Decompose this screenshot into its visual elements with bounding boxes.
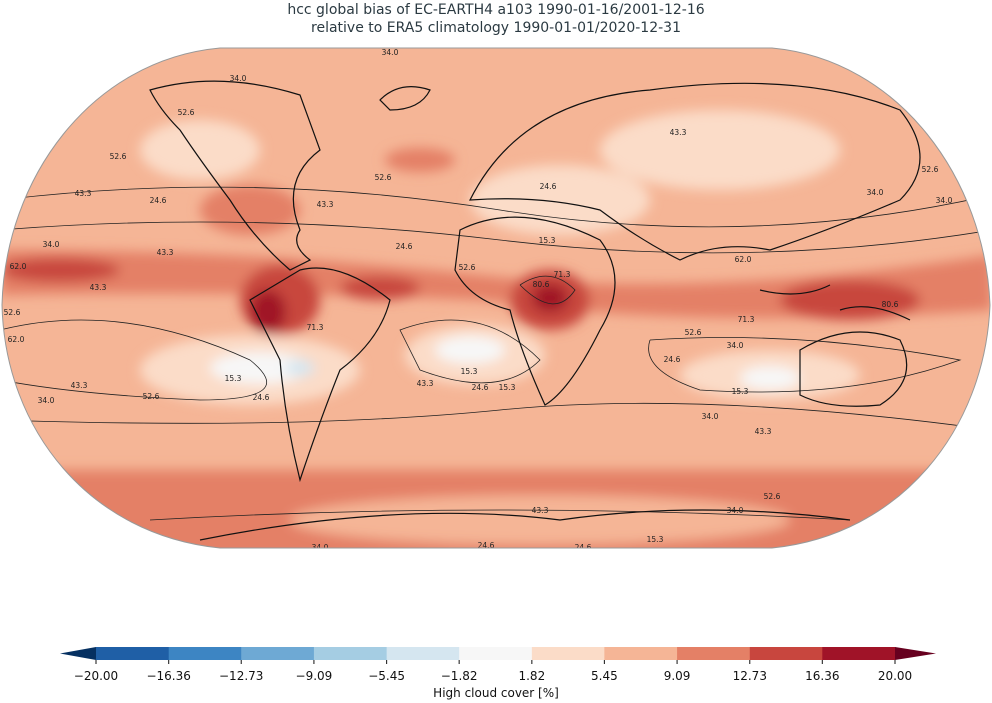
contour-label: 24.6 <box>150 196 167 205</box>
bias-field <box>2 110 990 548</box>
contour-label: 24.6 <box>540 182 557 191</box>
coastlines <box>149 80 921 541</box>
contour-label: 80.6 <box>533 280 550 289</box>
colorbar: −20.00 −16.36 −12.73 −9.09 −5.45 −1.82 1.82 5.4… <box>60 647 936 683</box>
colorbar-tick-label: 5.45 <box>591 669 618 683</box>
colorbar-extend-high <box>895 647 936 660</box>
contour-label: 15.3 <box>647 535 664 544</box>
colorbar-bin <box>168 647 242 660</box>
colorbar-tick-label: 20.00 <box>878 669 912 683</box>
contour-label: 52.6 <box>685 328 702 337</box>
contour-label: 15.3 <box>732 387 749 396</box>
colorbar-bin <box>313 647 388 660</box>
colorbar-tick-label: −12.73 <box>219 669 263 683</box>
contour-label: 62.0 <box>735 255 752 264</box>
contour-label: 43.3 <box>532 506 549 515</box>
contour-label: 43.3 <box>157 248 174 257</box>
colorbar-tick-label: 16.36 <box>805 669 839 683</box>
contour-label: 52.6 <box>4 308 21 317</box>
colorbar-bin <box>386 647 460 660</box>
contour-label: 43.3 <box>417 379 434 388</box>
contour-label: 52.6 <box>922 165 939 174</box>
colorbar-label: High cloud cover [%] <box>433 686 559 700</box>
contour-label: 80.6 <box>882 300 899 309</box>
contour-label: 34.0 <box>702 412 719 421</box>
contours <box>2 186 990 521</box>
colorbar-bin <box>822 647 896 660</box>
contour-label: 24.6 <box>253 393 270 402</box>
title-line: hcc global bias of EC-EARTH4 a103 1990-0… <box>287 2 704 18</box>
contour-label: 15.3 <box>225 374 242 383</box>
contour-label: 34.0 <box>867 188 884 197</box>
map-frame <box>1 47 991 549</box>
contour-label: 34.0 <box>38 396 55 405</box>
colorbar-bin <box>241 647 315 660</box>
contour-label: 43.3 <box>71 381 88 390</box>
contour-label: 15.3 <box>499 383 516 392</box>
contour-label: 15.3 <box>461 367 478 376</box>
colorbar-bin <box>96 647 170 660</box>
contour-label: 34.0 <box>230 74 247 83</box>
contour-label: 43.3 <box>90 283 107 292</box>
colorbar-tick-label: 1.82 <box>518 669 545 683</box>
map: 34.0 34.0 52.6 43.3 52.6 52.6 24.6 34.0 52.6 43.3… <box>2 48 990 552</box>
colorbar-tick-label: 9.09 <box>664 669 691 683</box>
contour-label: 43.3 <box>755 427 772 436</box>
colorbar-tick-label: −1.82 <box>441 669 478 683</box>
title-line: relative to ERA5 climatology 1990-01-01/… <box>311 20 681 36</box>
contour-label: 52.6 <box>375 173 392 182</box>
contour-label: 34.0 <box>936 196 953 205</box>
contour-label: 24.6 <box>396 242 413 251</box>
contour-label: 52.6 <box>459 263 476 272</box>
colorbar-tick-label: −9.09 <box>296 669 333 683</box>
contour-label: 24.6 <box>664 355 681 364</box>
colorbar-bin <box>677 647 751 660</box>
contour-label: 34.0 <box>43 240 60 249</box>
colorbar-bin <box>459 647 533 660</box>
colorbar-extend-low <box>60 647 96 660</box>
contour-label: 52.6 <box>143 392 160 401</box>
contour-label: 71.3 <box>554 270 571 279</box>
contour-label: 24.6 <box>478 541 495 550</box>
contour-label: 24.6 <box>472 383 489 392</box>
contour-label: 43.3 <box>317 200 334 209</box>
contour-label: 62.0 <box>8 335 25 344</box>
colorbar-tick-label: −5.45 <box>368 669 405 683</box>
colorbar-tick-label: 12.73 <box>733 669 767 683</box>
contour-label: 34.0 <box>312 543 329 552</box>
contour-label: 34.0 <box>382 48 399 57</box>
contour-label: 71.3 <box>738 315 755 324</box>
colorbar-bin <box>604 647 678 660</box>
contour-label: 43.3 <box>670 128 687 137</box>
contour-label: 43.3 <box>75 189 92 198</box>
contour-label: 24.6 <box>575 543 592 552</box>
contour-label: 52.6 <box>110 152 127 161</box>
contour-label: 71.3 <box>307 323 324 332</box>
contour-label: 52.6 <box>178 108 195 117</box>
contour-label: 52.6 <box>764 492 781 501</box>
contour-label: 34.0 <box>727 506 744 515</box>
contour-label: 62.0 <box>10 262 27 271</box>
colorbar-bin <box>749 647 823 660</box>
colorbar-bin <box>531 647 605 660</box>
contour-label: 34.0 <box>727 341 744 350</box>
contour-label: 15.3 <box>539 236 556 245</box>
colorbar-tick-label: −20.00 <box>74 669 118 683</box>
colorbar-tick-label: −16.36 <box>146 669 190 683</box>
